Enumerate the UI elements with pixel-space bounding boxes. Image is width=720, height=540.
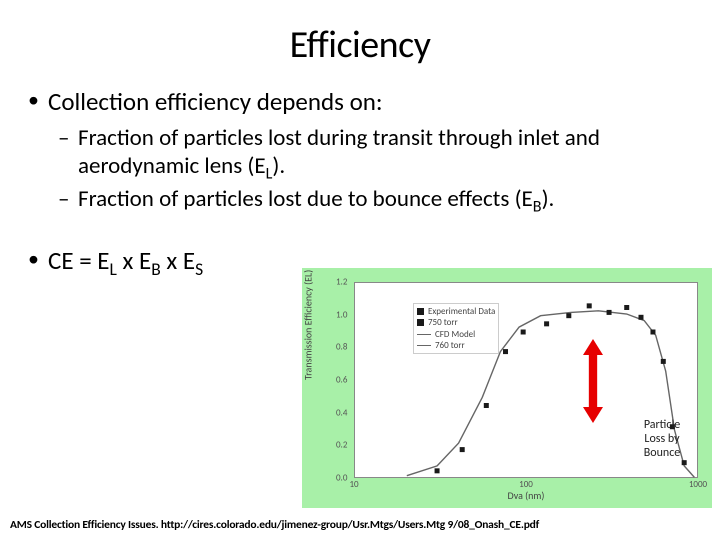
xtick: 10 <box>349 479 358 490</box>
square-marker-icon <box>417 319 424 326</box>
square-marker-icon <box>417 308 424 315</box>
legend-label: 750 torr <box>428 317 458 328</box>
plot-area: Experimental Data750 torrCFD Model760 to… <box>354 282 698 478</box>
subscript-l2: L <box>110 258 117 280</box>
legend-label: Experimental Data <box>428 306 495 317</box>
bullet-fraction-inlet-lens: Fraction of particles lost during transi… <box>28 125 688 184</box>
transmission-efficiency-chart: Transmission Efficiency (EL) Dva (nm) Ex… <box>302 268 712 508</box>
subscript-b: B <box>533 197 542 216</box>
text-fragment: x E <box>161 245 195 276</box>
double-arrow-icon <box>578 339 608 423</box>
subscript-b2: B <box>151 258 161 280</box>
bullet-fraction-bounce: Fraction of particles lost due to bounce… <box>28 186 688 217</box>
xtick: 100 <box>519 479 533 490</box>
ytick: 1.0 <box>336 309 347 320</box>
ytick: 0.4 <box>336 407 347 418</box>
xtick: 1000 <box>689 479 707 490</box>
chart-ylabel: Transmission Efficiency (EL) <box>302 270 315 380</box>
line-marker-icon <box>417 345 431 346</box>
annotation-line: Particle <box>627 419 697 433</box>
subscript-s: S <box>195 258 203 280</box>
ytick: 0.8 <box>336 342 347 353</box>
legend-label: CFD Model <box>435 329 475 340</box>
footer-citation: AMS Collection Efficiency Issues. http:/… <box>10 518 539 532</box>
line-marker-icon <box>417 334 431 335</box>
legend-label: 760 torr <box>435 340 465 351</box>
ytick: 0.6 <box>336 375 347 386</box>
legend-item: 750 torr <box>417 317 495 328</box>
text-fragment: ). <box>542 185 555 213</box>
text-fragment: ). <box>272 152 285 180</box>
slide-title: Efficiency <box>0 0 720 86</box>
chart-xlabel: Dva (nm) <box>354 489 698 502</box>
text-fragment: CE = E <box>48 245 110 276</box>
ytick: 0.2 <box>336 440 347 451</box>
ytick: 0.0 <box>336 473 347 484</box>
annotation-particle-loss: ParticleLoss by Bounce <box>627 419 697 460</box>
annotation-line: Loss by Bounce <box>627 433 697 461</box>
legend-item: 760 torr <box>417 340 495 351</box>
text-fragment: Fraction of particles lost due to bounce… <box>78 185 533 213</box>
legend-item: Experimental Data <box>417 306 495 317</box>
legend-item: CFD Model <box>417 329 495 340</box>
bullet-collection-efficiency: Collection efficiency depends on: <box>28 86 700 117</box>
text-fragment: x E <box>117 245 151 276</box>
content-area: Collection efficiency depends on: Fracti… <box>0 86 720 281</box>
chart-legend: Experimental Data750 torrCFD Model760 to… <box>413 303 499 354</box>
ytick: 1.2 <box>336 277 347 288</box>
text-fragment: Fraction of particles lost during transi… <box>78 124 600 180</box>
